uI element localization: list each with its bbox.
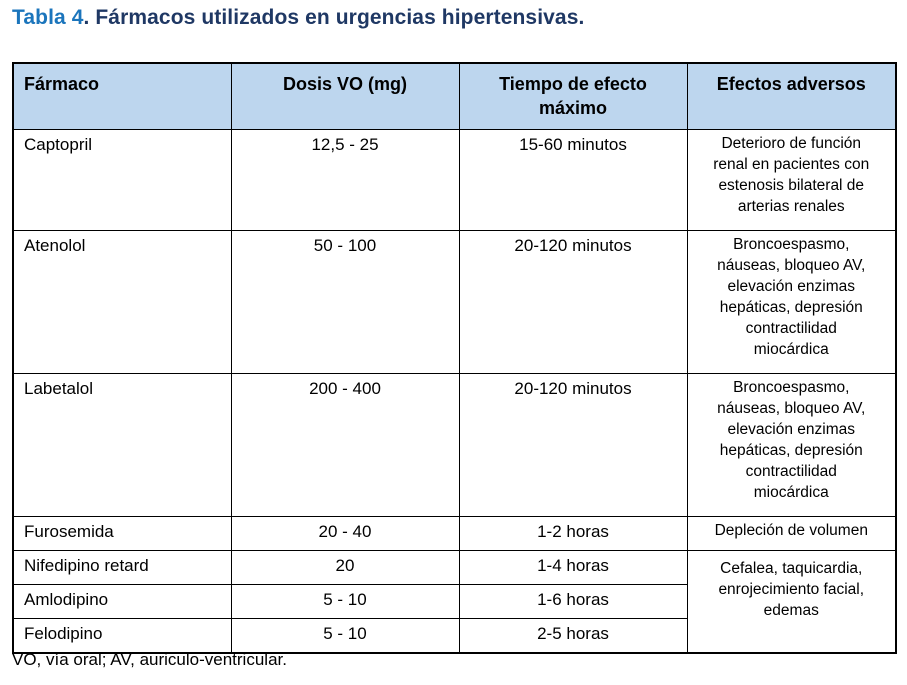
cell-time: 1-2 horas [458,516,688,551]
cell-time: 15-60 minutos [458,129,688,231]
cell-drug: Captopril [12,129,232,231]
cell-dose: 5 - 10 [230,584,460,619]
col-header-efectos: Efectos adversos [686,62,897,130]
cell-adverse: Deterioro de función renal en pacientes … [686,129,897,231]
cell-time: 20-120 minutos [458,373,688,517]
cell-dose: 200 - 400 [230,373,460,517]
cell-drug: Labetalol [12,373,232,517]
cell-adverse-merged: Cefalea, taquicardia, enrojecimiento fac… [686,550,897,654]
table-row-nifedipino: Nifedipino retard 20 1-4 horas Cefalea, … [12,550,897,654]
cell-drug: Felodipino [12,618,232,654]
col-header-dosis: Dosis VO (mg) [230,62,460,130]
drug-table: Fármaco Dosis VO (mg) Tiempo de efecto m… [12,62,897,654]
table-title-text: . Fármacos utilizados en urgencias hiper… [83,6,585,29]
table-row-furosemida: Furosemida 20 - 40 1-2 horas Depleción d… [12,516,897,551]
cell-adverse: Broncoespasmo, náuseas, bloqueo AV, elev… [686,373,897,517]
cell-time: 2-5 horas [458,618,688,654]
cell-drug: Nifedipino retard [12,550,232,585]
cell-adverse: Depleción de volumen [686,516,897,551]
footnote: VO, vía oral; AV, auriculo-ventricular. [12,650,287,669]
cell-dose: 20 [230,550,460,585]
cell-dose: 50 - 100 [230,230,460,374]
cell-time: 20-120 minutos [458,230,688,374]
cell-drug: Furosemida [12,516,232,551]
table-title: Tabla 4. Fármacos utilizados en urgencia… [12,6,584,30]
table-row-captopril: Captopril 12,5 - 25 15-60 minutos Deteri… [12,129,897,231]
table-row-atenolol: Atenolol 50 - 100 20-120 minutos Broncoe… [12,230,897,374]
cell-dose: 12,5 - 25 [230,129,460,231]
table-title-number: Tabla 4 [12,6,84,29]
col-header-tiempo: Tiempo de efecto máximo [458,62,688,130]
header-row: Fármaco Dosis VO (mg) Tiempo de efecto m… [12,62,897,130]
cell-time: 1-4 horas [458,550,688,585]
cell-dose: 5 - 10 [230,618,460,654]
table-row-labetalol: Labetalol 200 - 400 20-120 minutos Bronc… [12,373,897,517]
cell-drug: Atenolol [12,230,232,374]
table-row-amlodipino: Amlodipino 5 - 10 1-6 horas [12,584,896,619]
cell-drug: Amlodipino [12,584,232,619]
cell-adverse: Broncoespasmo, náuseas, bloqueo AV, elev… [686,230,897,374]
table-row-felodipino: Felodipino 5 - 10 2-5 horas [12,618,896,654]
col-header-farmaco: Fármaco [12,62,232,130]
cell-dose: 20 - 40 [230,516,460,551]
cell-time: 1-6 horas [458,584,688,619]
